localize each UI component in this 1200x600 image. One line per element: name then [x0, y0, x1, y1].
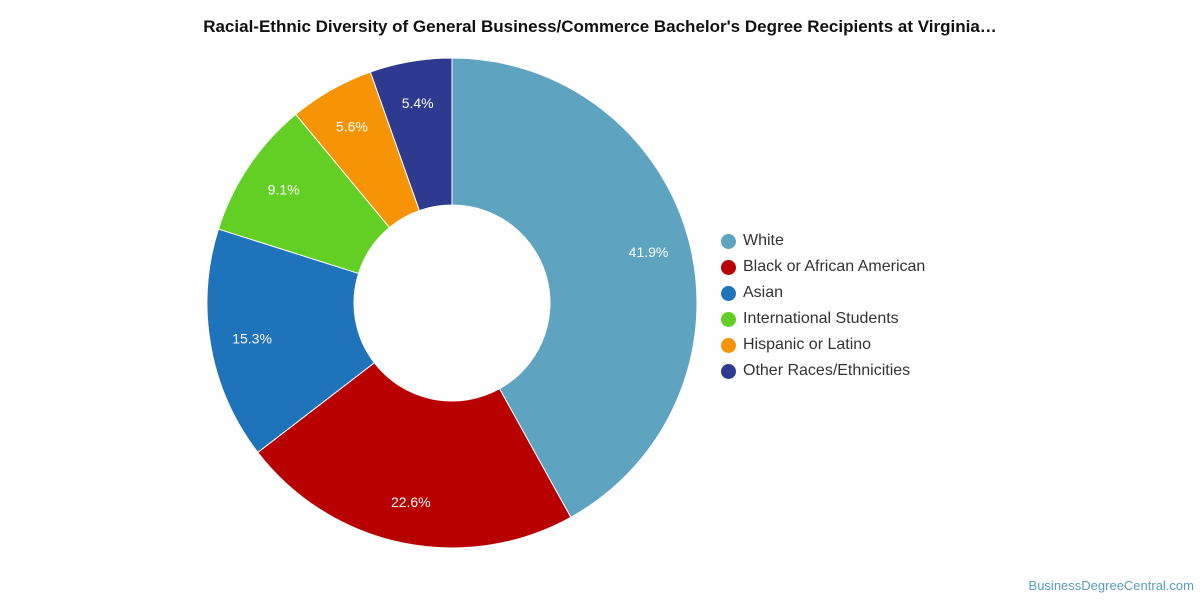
- legend-item-international-students[interactable]: International Students: [721, 306, 925, 332]
- legend-swatch: [721, 233, 736, 249]
- legend-item-black-or-african-american[interactable]: Black or African American: [721, 254, 925, 280]
- slice-label-white: 41.9%: [629, 244, 669, 260]
- slice-label-black-or-african-american: 22.6%: [391, 494, 431, 510]
- slice-label-asian: 15.3%: [232, 330, 272, 346]
- legend-swatch: [721, 337, 736, 353]
- legend-label: White: [743, 232, 784, 249]
- legend-item-white[interactable]: White: [721, 228, 925, 254]
- chart-title: Racial-Ethnic Diversity of General Busin…: [203, 17, 997, 36]
- slice-label-hispanic-or-latino: 5.6%: [336, 118, 368, 134]
- slice-label-international-students: 9.1%: [268, 182, 300, 198]
- legend-label: Hispanic or Latino: [743, 336, 872, 353]
- legend-item-other-races-ethnicities[interactable]: Other Races/Ethnicities: [721, 358, 925, 384]
- legend-label: Other Races/Ethnicities: [743, 362, 911, 379]
- slice-other-races-ethnicities: [369, 57, 453, 212]
- legend-label: Black or African American: [743, 258, 926, 275]
- chart-legend: White Black or African American Asian Inter…: [721, 228, 925, 384]
- slice-label-other-races-ethnicities: 5.4%: [402, 95, 434, 111]
- slice-black-or-african-american: [257, 362, 572, 549]
- legend-item-hispanic-or-latino[interactable]: Hispanic or Latino: [721, 332, 925, 358]
- source-credit: BusinessDegreeCentral.com: [1028, 578, 1194, 593]
- slice-asian: [206, 228, 376, 454]
- legend-swatch: [721, 363, 736, 379]
- legend-swatch: [721, 259, 736, 275]
- legend-swatch: [721, 285, 736, 301]
- legend-swatch: [721, 311, 736, 327]
- legend-label: Asian: [743, 284, 784, 301]
- legend-label: International Students: [743, 310, 899, 327]
- slice-white: [451, 57, 698, 518]
- legend-item-asian[interactable]: Asian: [721, 280, 925, 306]
